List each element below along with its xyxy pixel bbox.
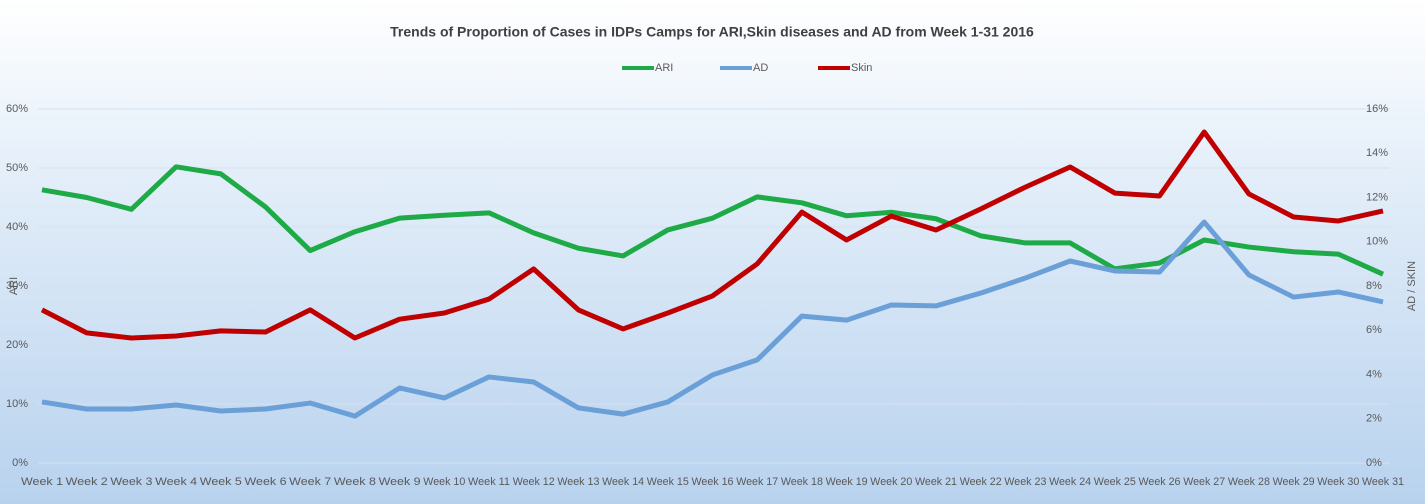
x-tick-label: Week 13	[557, 476, 599, 488]
y-axis-label: ARI	[8, 277, 20, 295]
x-tick-label: Week 26	[1139, 476, 1181, 488]
y-tick-label: 30%	[6, 280, 28, 292]
x-tick-label: Week 12	[513, 476, 555, 488]
x-tick-label: Week 21	[915, 476, 957, 488]
legend-label: Skin	[851, 62, 872, 74]
x-tick-label: Week 5	[200, 476, 242, 488]
line-series	[40, 129, 1384, 341]
y-tick-label: 50%	[6, 162, 28, 174]
x-tick-label: Week 4	[155, 476, 197, 488]
y-tick-label: 60%	[6, 103, 28, 115]
line-series	[41, 219, 1384, 419]
y-tick-label: 10%	[6, 398, 28, 410]
legend-label: ARI	[655, 62, 673, 74]
x-tick-label: Week 15	[647, 476, 689, 488]
x-tick-label: Week 28	[1228, 476, 1270, 488]
x-tick-label: Week 25	[1094, 476, 1136, 488]
y-tick-label: 0%	[12, 457, 28, 469]
x-tick-label: Week 14	[602, 476, 644, 488]
y2-tick-label: 16%	[1366, 103, 1388, 115]
y2-tick-label: 14%	[1366, 147, 1388, 159]
y2-tick-label: 6%	[1366, 324, 1382, 336]
x-tick-label: Week 23	[1004, 476, 1046, 488]
x-tick-label: Week 7	[289, 476, 331, 488]
x-tick-label: Week 3	[110, 476, 152, 488]
x-tick-label: Week 31	[1362, 476, 1404, 488]
x-tick-label: Week 10	[423, 476, 465, 488]
x-tick-label: Week 11	[468, 476, 510, 488]
x-tick-label: Week 18	[781, 476, 823, 488]
x-tick-label: Week 1	[21, 476, 63, 488]
y2-tick-label: 10%	[1366, 236, 1388, 248]
y-tick-label: 40%	[6, 221, 28, 233]
x-tick-label: Week 30	[1317, 476, 1359, 488]
x-tick-label: Week 16	[692, 476, 734, 488]
x-tick-label: Week 17	[736, 476, 778, 488]
chart-title: Trends of Proportion of Cases in IDPs Ca…	[390, 24, 1034, 40]
y2-tick-label: 8%	[1366, 280, 1382, 292]
y2-axis-label: AD / SKIN	[1406, 261, 1418, 311]
x-tick-label: Week 24	[1049, 476, 1091, 488]
x-tick-label: Week 2	[66, 476, 108, 488]
x-tick-label: Week 19	[826, 476, 868, 488]
y2-tick-label: 0%	[1366, 457, 1382, 469]
x-tick-label: Week 29	[1273, 476, 1315, 488]
y-tick-label: 20%	[6, 339, 28, 351]
legend-label: AD	[753, 62, 768, 74]
y2-tick-label: 12%	[1366, 191, 1388, 203]
x-tick-label: Week 8	[334, 476, 376, 488]
line-series	[41, 164, 1385, 277]
x-tick-label: Week 27	[1183, 476, 1225, 488]
x-tick-label: Week 20	[870, 476, 912, 488]
x-tick-label: Week 6	[245, 476, 287, 488]
y2-tick-label: 4%	[1366, 368, 1382, 380]
y2-tick-label: 2%	[1366, 413, 1382, 425]
x-tick-label: Week 9	[379, 476, 421, 488]
x-tick-label: Week 22	[960, 476, 1002, 488]
